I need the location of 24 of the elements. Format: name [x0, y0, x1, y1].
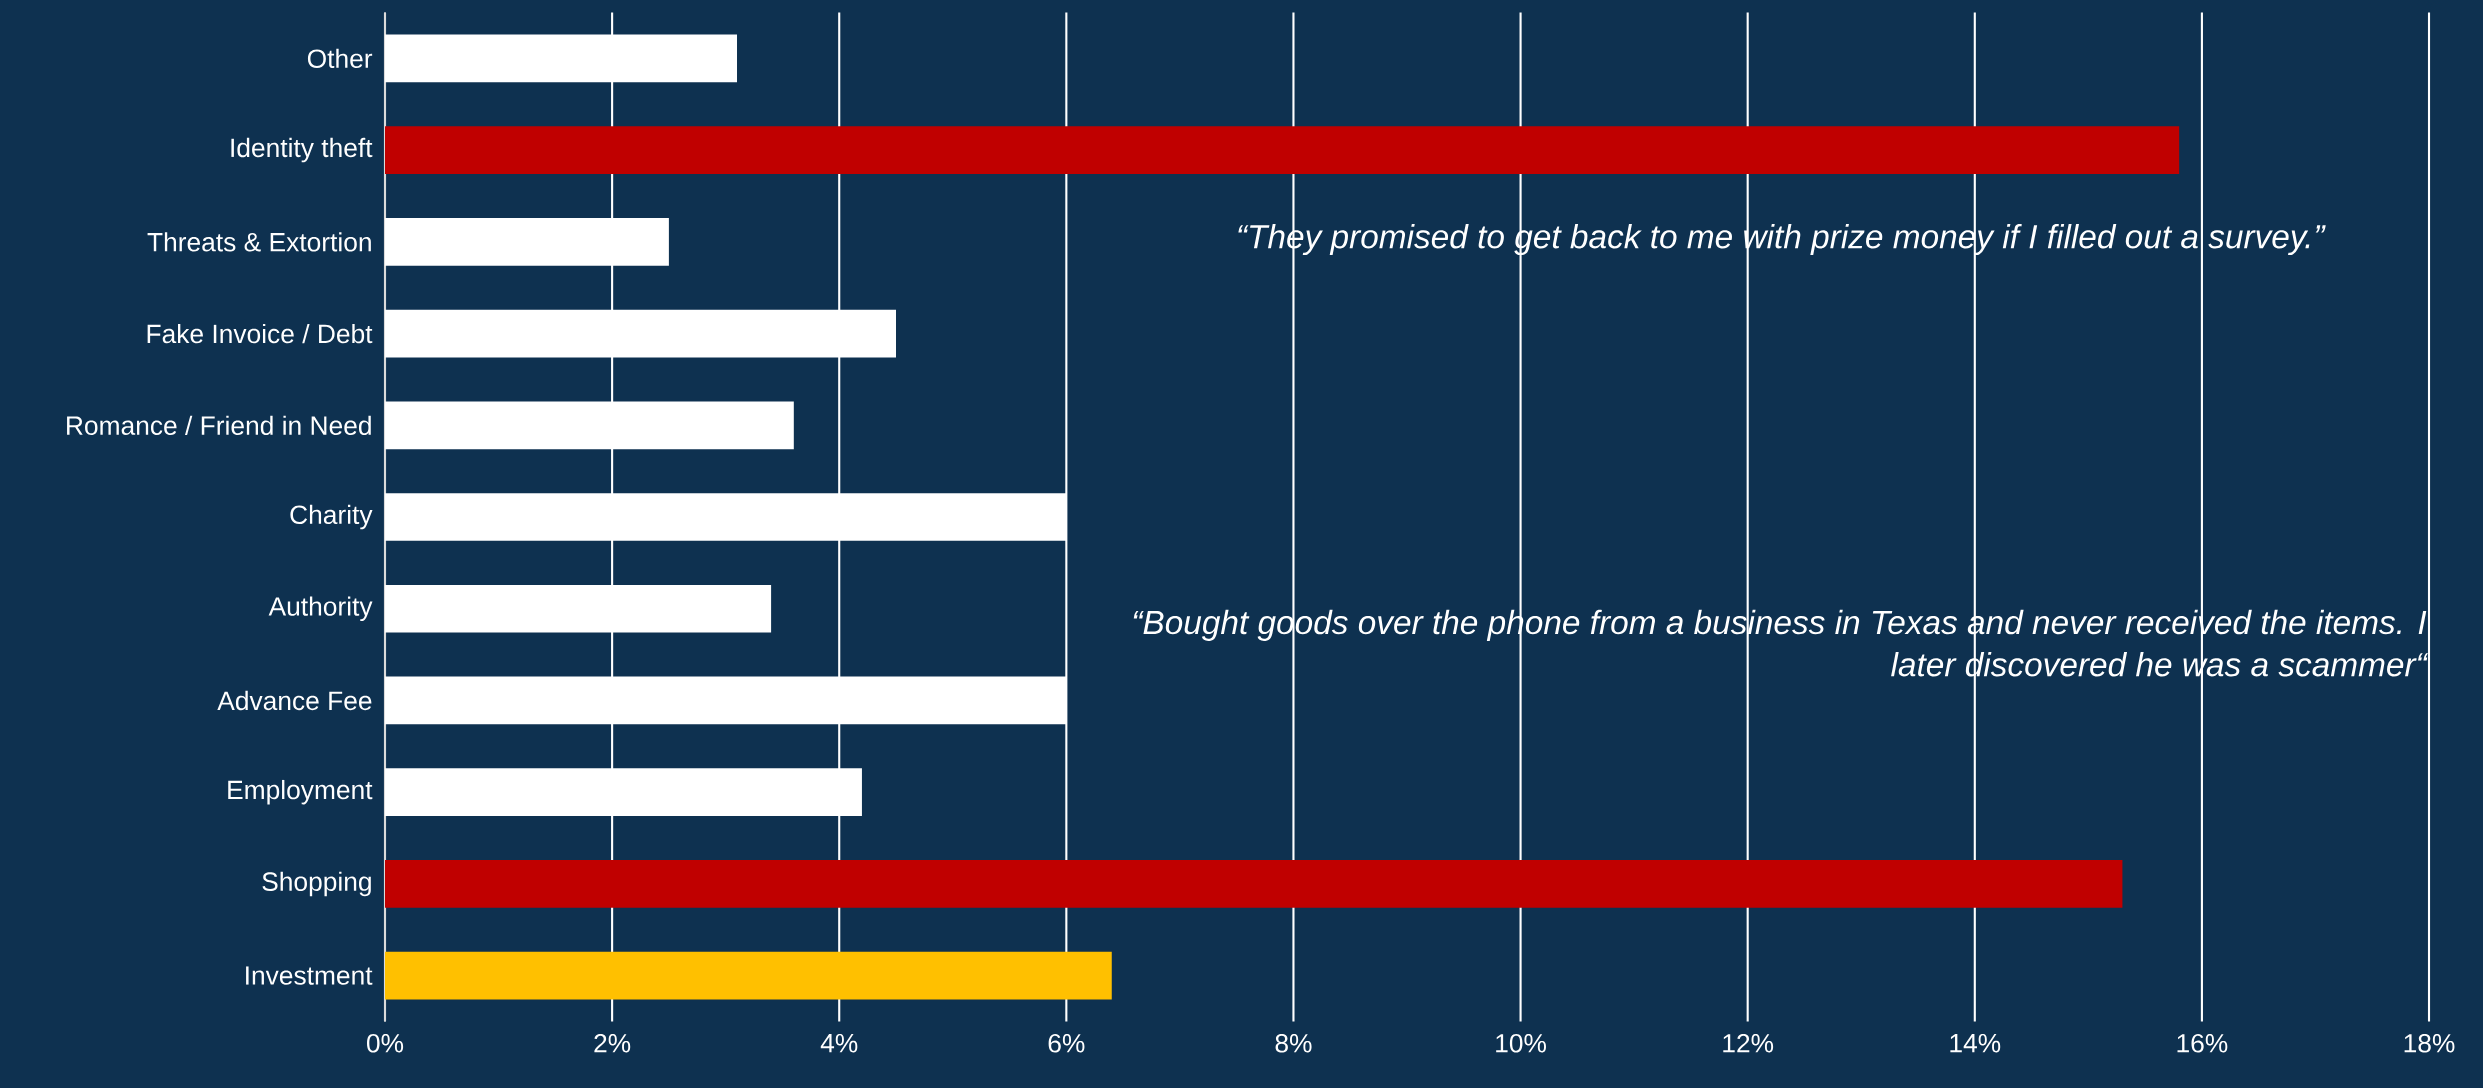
x-tick-label: 8% [1275, 1033, 1312, 1053]
x-tick-label: 14% [1950, 1033, 2001, 1053]
x-tick-label: 0% [367, 1033, 404, 1053]
x-tick-label: 18% [2404, 1033, 2455, 1053]
x-tick-label: 6% [1048, 1033, 1085, 1053]
y-tick-label: Authority [268, 596, 373, 622]
x-tick-label: 16% [2177, 1033, 2228, 1053]
y-tick-label: Fake Invoice / Debt [147, 323, 373, 344]
y-tick-label: Charity [290, 504, 373, 530]
x-tick-label: 4% [820, 1033, 858, 1053]
y-tick-label: Advance Fee [217, 690, 372, 711]
bar [385, 860, 2123, 908]
x-tick-label: 2% [594, 1033, 631, 1053]
y-tick-label: Employment [228, 779, 373, 805]
y-tick-label: Romance / Friend in Need [67, 415, 371, 435]
y-tick-label: Investment [246, 966, 373, 985]
bar [385, 126, 2180, 174]
bar [385, 951, 1112, 1000]
x-tick-label: 10% [1496, 1033, 1546, 1053]
x-tick-label: 12% [1723, 1033, 1774, 1053]
y-tick-label: Identity theft [231, 137, 373, 163]
y-tick-label: Threats & Extortion [147, 232, 371, 252]
y-tick-label: Other [307, 48, 373, 69]
y-tick-label: Shopping [262, 871, 371, 897]
